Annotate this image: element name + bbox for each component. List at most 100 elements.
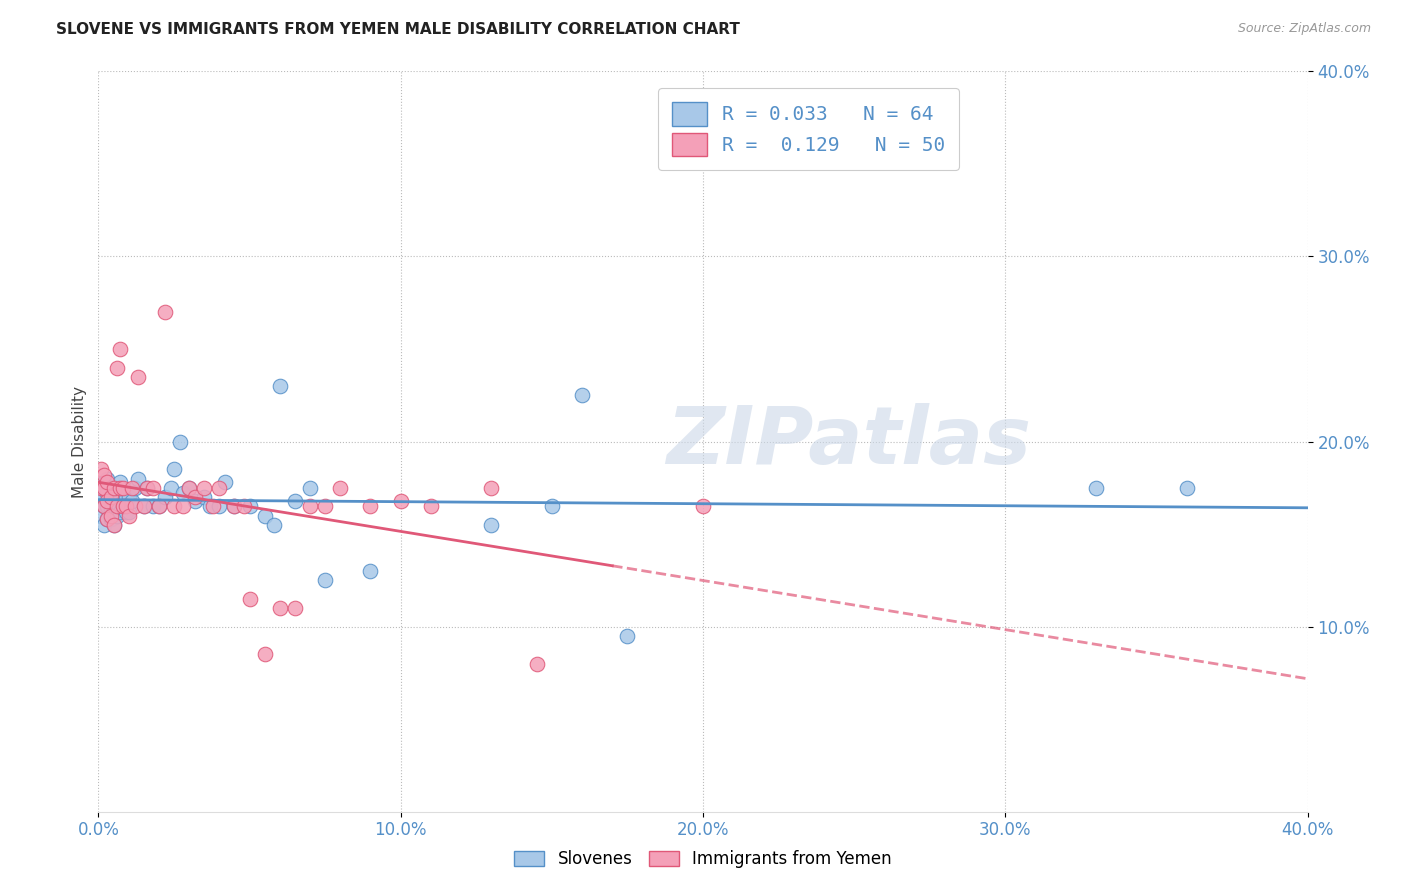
Point (114, 490, 136, 504)
Point (93, 475, 115, 490)
Point (200, 500, 222, 514)
Point (93, 467, 115, 482)
Point (111, 500, 134, 514)
Point (329, 481, 352, 495)
Point (96, 500, 118, 514)
Point (142, 481, 165, 495)
Text: Source: ZipAtlas.com: Source: ZipAtlas.com (1237, 22, 1371, 36)
Point (263, 517, 285, 532)
Point (96, 486, 118, 500)
Point (105, 481, 128, 495)
Point (108, 481, 131, 495)
Point (127, 472, 149, 486)
Point (148, 500, 170, 514)
Point (224, 500, 246, 514)
Point (93, 500, 115, 514)
Point (360, 500, 382, 514)
Point (284, 601, 307, 615)
Point (299, 500, 322, 514)
Point (314, 574, 336, 588)
Point (253, 648, 276, 662)
Point (142, 500, 165, 514)
Point (108, 342, 131, 356)
Point (208, 481, 231, 495)
Point (169, 434, 191, 449)
Point (96, 475, 118, 490)
Point (135, 481, 157, 495)
Point (90, 490, 112, 504)
Point (105, 508, 128, 523)
Point (90, 481, 112, 495)
Point (118, 505, 141, 519)
Point (172, 500, 194, 514)
Legend: R = 0.033   N = 64, R =  0.129   N = 50: R = 0.033 N = 64, R = 0.129 N = 50 (658, 88, 959, 170)
Point (103, 493, 125, 508)
Point (100, 503, 122, 517)
Point (224, 500, 246, 514)
Point (360, 564, 382, 578)
Point (124, 481, 146, 495)
Point (121, 481, 143, 495)
Point (420, 500, 443, 514)
Point (571, 388, 593, 402)
Point (100, 512, 122, 526)
Point (214, 475, 236, 490)
Point (100, 508, 122, 523)
Point (160, 481, 183, 495)
Point (96, 512, 118, 526)
Point (124, 500, 146, 514)
Point (111, 500, 134, 514)
Point (100, 493, 122, 508)
Text: SLOVENE VS IMMIGRANTS FROM YEMEN MALE DISABILITY CORRELATION CHART: SLOVENE VS IMMIGRANTS FROM YEMEN MALE DI… (56, 22, 740, 37)
Point (299, 481, 322, 495)
Point (103, 517, 125, 532)
Point (96, 512, 118, 526)
Point (93, 481, 115, 495)
Point (121, 493, 143, 508)
Point (269, 601, 291, 615)
Point (114, 500, 136, 514)
Point (389, 493, 412, 508)
Point (314, 500, 336, 514)
Point (118, 490, 141, 504)
Point (526, 657, 548, 671)
Point (179, 481, 201, 495)
Point (103, 481, 125, 495)
Point (118, 508, 141, 523)
Point (93, 517, 115, 532)
Point (105, 495, 128, 509)
Point (103, 481, 125, 495)
Point (148, 500, 170, 514)
Point (135, 481, 157, 495)
Point (100, 490, 122, 504)
Point (132, 500, 155, 514)
Point (103, 517, 125, 532)
Legend: Slovenes, Immigrants from Yemen: Slovenes, Immigrants from Yemen (508, 844, 898, 875)
Point (481, 481, 503, 495)
Point (96, 493, 118, 508)
Point (127, 369, 149, 384)
Point (208, 500, 231, 514)
Point (616, 629, 638, 643)
Point (269, 379, 291, 393)
Point (163, 500, 186, 514)
Point (108, 475, 131, 490)
Point (108, 490, 131, 504)
Point (193, 481, 215, 495)
Point (108, 505, 131, 519)
Point (184, 490, 207, 504)
Point (90, 481, 112, 495)
Point (692, 500, 714, 514)
Point (163, 462, 186, 476)
Point (93, 490, 115, 504)
Point (1175, 481, 1198, 495)
Point (132, 500, 155, 514)
Text: ZIPatlas: ZIPatlas (665, 402, 1031, 481)
Point (232, 500, 254, 514)
Point (93, 500, 115, 514)
Point (284, 493, 307, 508)
Point (202, 500, 225, 514)
Point (105, 500, 128, 514)
Point (153, 305, 176, 319)
Point (193, 490, 215, 504)
